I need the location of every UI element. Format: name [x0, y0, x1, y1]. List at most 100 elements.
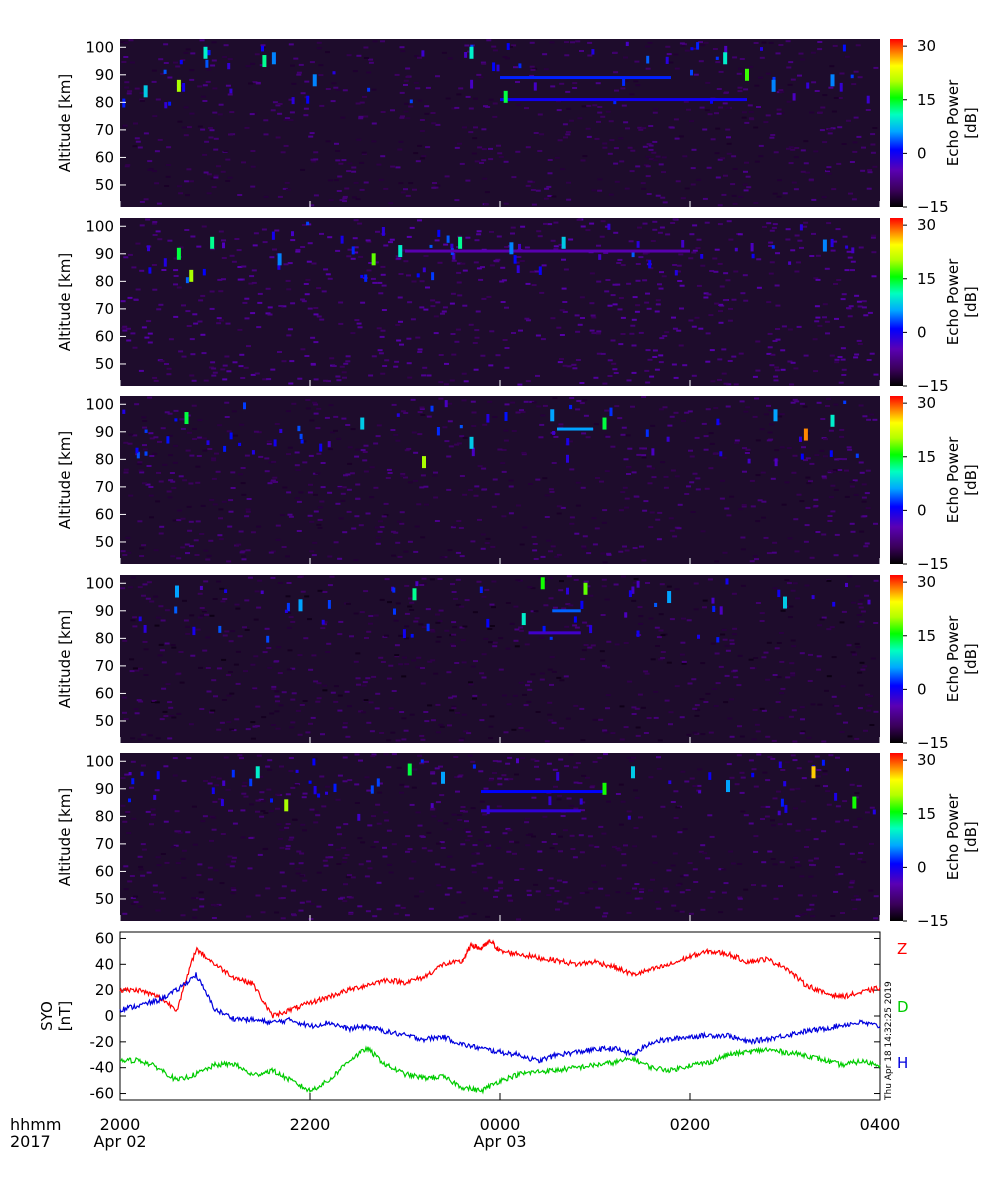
noise-cell: [831, 470, 836, 473]
noise-cell: [129, 61, 135, 64]
speckle: [211, 787, 215, 795]
noise-cell: [758, 155, 764, 158]
noise-cell: [241, 161, 246, 164]
noise-cell: [438, 354, 444, 356]
echo-mark: [667, 591, 672, 604]
speckle: [518, 63, 522, 69]
noise-cell: [471, 425, 477, 427]
noise-cell: [356, 322, 362, 325]
noise-cell: [456, 442, 462, 445]
noise-cell: [398, 273, 404, 275]
noise-cell: [700, 44, 706, 47]
noise-cell: [813, 498, 819, 501]
noise-cell: [463, 730, 469, 733]
noise-cell: [410, 318, 416, 321]
noise-cell: [508, 512, 514, 515]
noise-cell: [527, 586, 533, 589]
noise-cell: [503, 731, 509, 734]
noise-cell: [672, 852, 678, 855]
noise-cell: [472, 697, 477, 700]
y-axis-label: Altitude [km]: [56, 253, 74, 351]
noise-cell: [535, 778, 541, 781]
noise-cell: [539, 636, 545, 639]
noise-cell: [459, 162, 465, 165]
noise-cell: [701, 422, 707, 425]
speckle: [799, 224, 803, 231]
noise-cell: [500, 266, 506, 269]
noise-cell: [211, 374, 217, 377]
noise-cell: [524, 107, 529, 110]
noise-cell: [212, 800, 218, 803]
noise-cell: [841, 143, 847, 145]
noise-cell: [529, 400, 535, 403]
noise-cell: [717, 158, 723, 161]
speckle: [552, 431, 556, 435]
noise-cell: [562, 301, 568, 303]
noise-cell: [668, 517, 674, 520]
noise-cell: [241, 555, 246, 558]
noise-cell: [643, 164, 649, 167]
noise-cell: [318, 64, 324, 67]
noise-cell: [151, 699, 157, 702]
noise-cell: [639, 447, 645, 450]
noise-cell: [345, 602, 351, 605]
noise-cell: [212, 598, 218, 600]
noise-cell: [199, 708, 205, 710]
noise-cell: [565, 717, 571, 720]
noise-cell: [288, 43, 294, 46]
noise-cell: [197, 436, 203, 439]
noise-cell: [139, 224, 145, 227]
noise-cell: [288, 119, 294, 122]
speckle: [327, 441, 331, 448]
noise-cell: [482, 177, 488, 180]
noise-cell: [405, 67, 411, 70]
noise-cell: [549, 847, 555, 850]
noise-cell: [437, 819, 443, 822]
noise-cell: [347, 162, 353, 165]
noise-cell: [772, 541, 778, 544]
noise-cell: [767, 346, 773, 349]
noise-cell: [366, 721, 372, 724]
noise-cell: [203, 580, 209, 583]
noise-cell: [319, 775, 325, 778]
noise-cell: [434, 239, 440, 242]
noise-cell: [152, 234, 158, 236]
noise-cell: [871, 251, 877, 254]
noise-cell: [123, 888, 129, 891]
noise-cell: [153, 379, 159, 382]
noise-cell: [721, 456, 727, 459]
noise-cell: [288, 757, 294, 759]
speckle: [472, 764, 476, 769]
noise-cell: [474, 160, 480, 163]
noise-cell: [610, 294, 616, 297]
noise-cell: [804, 524, 810, 527]
noise-cell: [679, 653, 685, 656]
noise-cell: [728, 850, 734, 853]
noise-cell: [345, 355, 351, 358]
noise-cell: [377, 530, 383, 533]
noise-cell: [525, 184, 531, 187]
noise-cell: [417, 824, 423, 827]
noise-cell: [431, 122, 437, 125]
noise-cell: [313, 412, 319, 415]
noise-cell: [705, 332, 711, 335]
noise-cell: [195, 520, 201, 523]
noise-cell: [263, 812, 269, 814]
noise-cell: [542, 815, 548, 818]
noise-cell: [167, 412, 173, 415]
noise-cell: [359, 101, 365, 104]
noise-cell: [357, 837, 363, 840]
noise-cell: [859, 661, 865, 664]
noise-cell: [509, 622, 515, 625]
speckle: [260, 590, 264, 595]
speckle: [719, 451, 723, 457]
noise-cell: [381, 284, 387, 287]
noise-cell: [725, 405, 731, 408]
noise-cell: [549, 683, 554, 686]
noise-cell: [648, 125, 654, 127]
noise-cell: [750, 505, 756, 508]
noise-cell: [163, 765, 169, 768]
noise-cell: [853, 554, 859, 557]
noise-cell: [787, 823, 793, 826]
noise-cell: [586, 104, 592, 107]
